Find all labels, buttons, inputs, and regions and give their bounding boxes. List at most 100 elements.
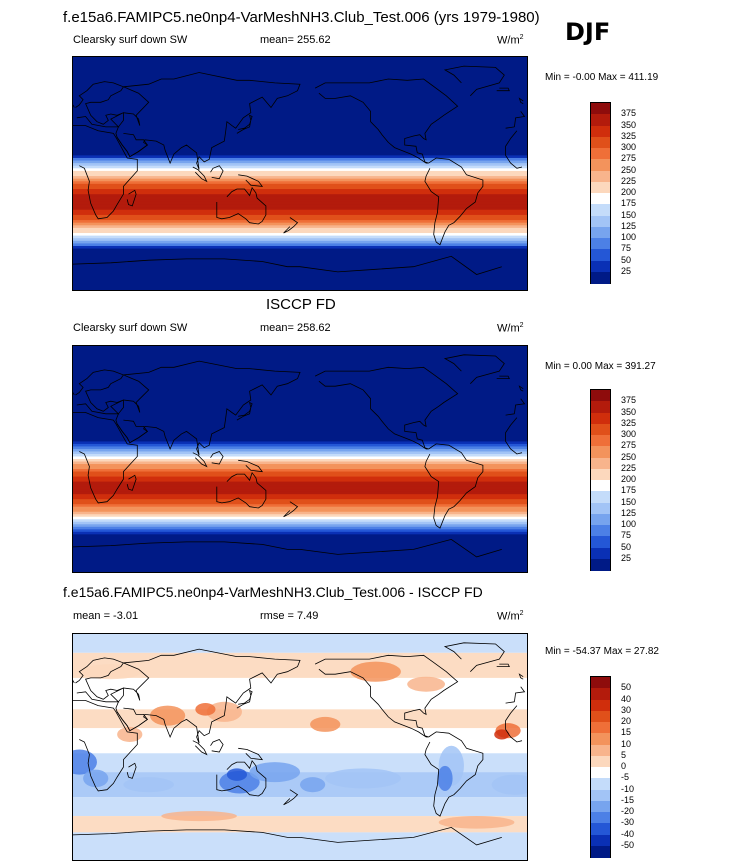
coastline bbox=[73, 97, 524, 108]
field-band bbox=[73, 230, 527, 234]
diff-band bbox=[73, 709, 527, 729]
diff-blob bbox=[161, 811, 237, 822]
field-band bbox=[73, 423, 527, 427]
panel2-field-label: Clearsky surf down SW bbox=[73, 322, 188, 334]
panel2-colorbar-swatch bbox=[591, 525, 610, 537]
diff-blob bbox=[83, 769, 109, 788]
field-band bbox=[73, 388, 527, 392]
field-band bbox=[73, 541, 527, 545]
coastline bbox=[126, 474, 137, 491]
field-band bbox=[73, 461, 527, 465]
panel1-units: W/m2 bbox=[497, 34, 524, 47]
panel2-colorbar-tick-label: 25 bbox=[621, 552, 632, 563]
diff-blob bbox=[249, 762, 300, 783]
panel1-colorbar-tick-label: 250 bbox=[621, 164, 637, 175]
field-band bbox=[73, 479, 527, 483]
coastline bbox=[236, 689, 253, 709]
panel2-colorbar-tick-label: 350 bbox=[621, 406, 637, 417]
panel1-colorbar-tick-label: 200 bbox=[621, 187, 637, 197]
field-band bbox=[73, 536, 527, 540]
field-band bbox=[73, 191, 527, 195]
panel3-colorbar-swatch bbox=[591, 710, 610, 723]
coastline bbox=[236, 114, 253, 134]
field-band bbox=[73, 269, 527, 273]
field-band bbox=[73, 178, 527, 182]
coastline bbox=[424, 443, 484, 529]
field-band bbox=[73, 93, 527, 97]
panel3-colorbar-tick-label: -20 bbox=[621, 806, 635, 816]
panel2-colorbar-swatch bbox=[591, 480, 610, 492]
field-band bbox=[73, 176, 527, 180]
field-band bbox=[73, 271, 527, 276]
field-band bbox=[73, 406, 527, 410]
coastline bbox=[210, 739, 224, 753]
coastline bbox=[314, 654, 459, 738]
field-band bbox=[73, 561, 527, 566]
field-band bbox=[73, 544, 527, 548]
diff-blob bbox=[195, 703, 216, 716]
panel3-colorbar-tick-label: -40 bbox=[621, 828, 635, 839]
field-band bbox=[73, 519, 527, 523]
field-band bbox=[73, 453, 527, 458]
diff-band bbox=[73, 753, 527, 773]
field-band bbox=[73, 556, 527, 561]
panel3-colorbar-tick-label: 40 bbox=[621, 693, 632, 704]
field-band bbox=[73, 80, 527, 84]
panel3-colorbar-swatch bbox=[591, 778, 610, 790]
diff-blob bbox=[437, 765, 453, 791]
diff-blob bbox=[494, 729, 510, 740]
field-band bbox=[73, 403, 527, 407]
panel1-colorbar-swatch bbox=[591, 238, 610, 250]
field-band bbox=[73, 471, 527, 475]
field-band bbox=[73, 496, 527, 500]
panel2-colorbar-swatch bbox=[591, 547, 610, 560]
field-band bbox=[73, 264, 527, 268]
field-band bbox=[73, 258, 527, 263]
panel2-colorbar-tick-label: 250 bbox=[621, 451, 637, 462]
diff-band bbox=[73, 652, 527, 678]
field-band bbox=[73, 474, 527, 478]
field-band bbox=[73, 233, 527, 237]
field-band bbox=[73, 186, 527, 190]
field-band bbox=[73, 511, 527, 515]
panel3-colorbar-tick-label: -10 bbox=[621, 783, 635, 794]
panel2-colorbar-swatch bbox=[591, 423, 610, 436]
diff-blob bbox=[226, 768, 248, 781]
field-band bbox=[73, 566, 527, 571]
field-band bbox=[73, 501, 527, 505]
coastline bbox=[216, 186, 267, 225]
panel1-colorbar-tick-label: 50 bbox=[621, 254, 632, 265]
panel3-colorbar-swatch bbox=[591, 677, 610, 689]
panel1-colorbar-swatch bbox=[591, 181, 610, 194]
field-band bbox=[73, 77, 527, 81]
panel3-colorbar-tick-label: 20 bbox=[621, 716, 632, 726]
panel2-colorbar-tick-label: 100 bbox=[621, 519, 637, 529]
field-band bbox=[73, 106, 527, 110]
coastline bbox=[238, 174, 264, 187]
panel2-colorbar-tick-label: 375 bbox=[621, 395, 637, 406]
coastline bbox=[216, 759, 267, 797]
field-band bbox=[73, 62, 527, 66]
field-band bbox=[73, 248, 527, 252]
field-band bbox=[73, 72, 527, 76]
coastline bbox=[116, 133, 148, 158]
field-band bbox=[73, 509, 527, 513]
field-band bbox=[73, 526, 527, 530]
field-band bbox=[73, 129, 527, 133]
field-band bbox=[73, 67, 527, 71]
coastline bbox=[210, 451, 224, 465]
field-band bbox=[73, 204, 527, 208]
panel3-colorbar-swatch bbox=[591, 688, 610, 700]
panel2-colorbar-tick-label: 225 bbox=[621, 462, 637, 473]
coastline bbox=[424, 157, 484, 246]
panel1-colorbar-swatch bbox=[591, 159, 610, 171]
field-band bbox=[73, 57, 527, 61]
field-band bbox=[73, 506, 527, 510]
panel1-colorbar-tick-label: 25 bbox=[621, 265, 632, 276]
coastline bbox=[283, 501, 299, 518]
panel2-colorbar-swatch bbox=[591, 457, 610, 470]
coastline bbox=[443, 65, 505, 97]
panel1-mean: mean= 255.62 bbox=[260, 34, 331, 46]
map3-svg bbox=[73, 634, 527, 860]
panel1-colorbar-tick-label: 100 bbox=[621, 232, 637, 242]
